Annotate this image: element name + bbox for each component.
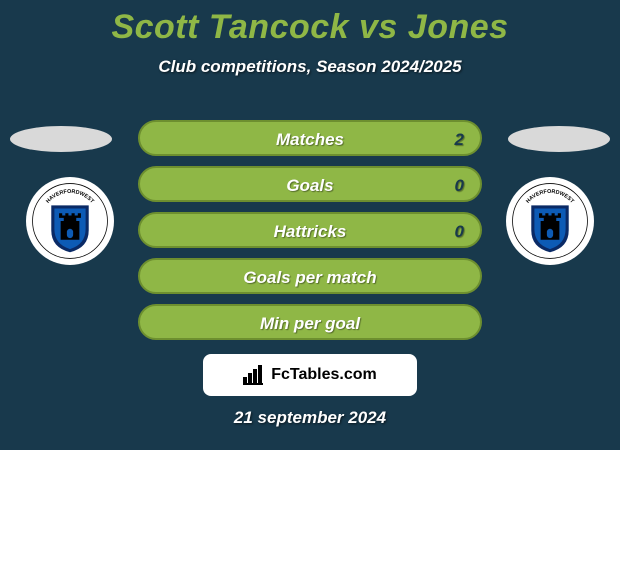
player-left-name: Scott Tancock	[111, 8, 349, 46]
page-title: Scott Tancock vs Jones	[0, 0, 620, 47]
versus-text: vs	[349, 8, 408, 46]
brand-text: FcTables.com	[271, 366, 377, 384]
club-crest-icon: HAVERFORDWEST COUNTY AFC	[511, 182, 589, 260]
infographic-panel: Scott Tancock vs Jones Club competitions…	[0, 0, 620, 450]
player-left-head-placeholder	[10, 126, 112, 152]
club-crest-icon: HAVERFORDWEST COUNTY AFC	[31, 182, 109, 260]
player-right-head-placeholder	[508, 126, 610, 152]
stat-value: 2	[455, 122, 464, 158]
stat-label: Goals per match	[243, 268, 376, 287]
bar-chart-icon	[243, 365, 265, 385]
brand-chip: FcTables.com	[203, 354, 417, 396]
stat-row-matches: Matches 2	[138, 120, 482, 156]
player-right-name: Jones	[408, 8, 509, 46]
stat-row-goals: Goals 0	[138, 166, 482, 202]
stat-value: 0	[455, 214, 464, 250]
stat-row-min-per-goal: Min per goal	[138, 304, 482, 340]
stats-block: Matches 2 Goals 0 Hattricks 0 Goals per …	[138, 120, 482, 350]
stat-label: Goals	[286, 176, 333, 195]
player-left-crest: HAVERFORDWEST COUNTY AFC	[26, 177, 114, 265]
player-right-crest: HAVERFORDWEST COUNTY AFC	[506, 177, 594, 265]
date-text: 21 september 2024	[0, 408, 620, 428]
stat-row-hattricks: Hattricks 0	[138, 212, 482, 248]
stat-value: 0	[455, 168, 464, 204]
stat-label: Matches	[276, 130, 344, 149]
subtitle: Club competitions, Season 2024/2025	[0, 57, 620, 77]
stat-label: Min per goal	[260, 314, 360, 333]
stat-row-goals-per-match: Goals per match	[138, 258, 482, 294]
stat-label: Hattricks	[274, 222, 347, 241]
